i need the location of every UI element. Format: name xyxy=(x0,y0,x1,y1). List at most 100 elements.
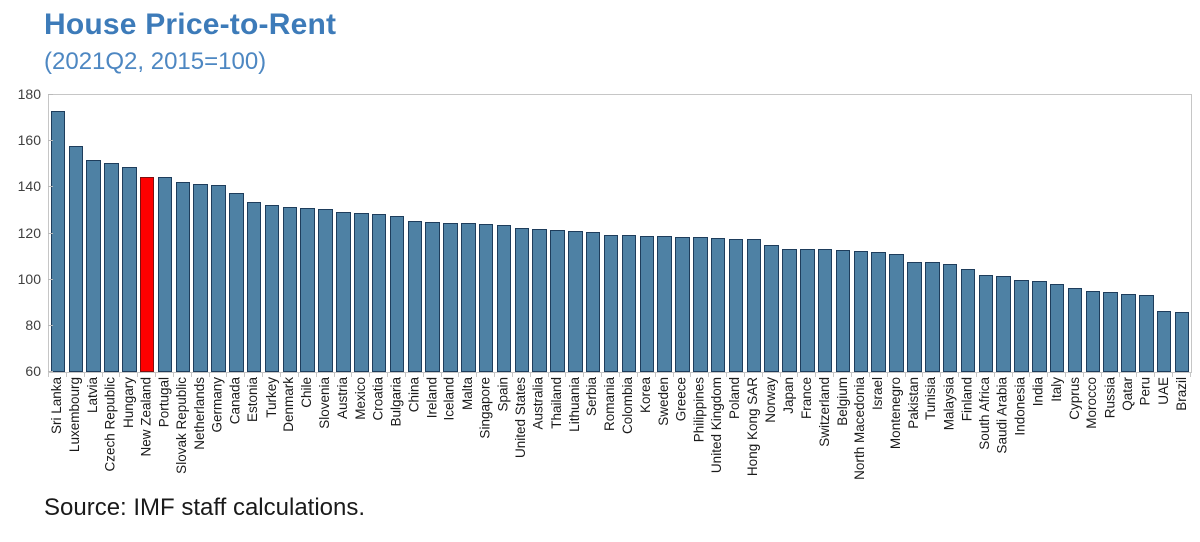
y-tick-label: 100 xyxy=(17,270,41,287)
x-tick-label: Slovak Republic xyxy=(174,377,190,474)
x-tick-label: United States xyxy=(513,377,529,459)
bar-india xyxy=(1032,280,1047,372)
bar-morocco xyxy=(1085,291,1101,372)
x-tick-label: Russia xyxy=(1101,377,1117,419)
x-tick-mark xyxy=(1029,372,1031,377)
x-tick-label: Latvia xyxy=(84,377,100,414)
x-tick-mark xyxy=(1136,372,1138,377)
x-tick-label: Montenegro xyxy=(887,377,903,450)
x-tick-mark xyxy=(387,372,389,377)
bar-slovenia xyxy=(318,209,333,372)
x-tick-label: Tunisia xyxy=(923,377,939,421)
y-tick-mark xyxy=(48,371,53,372)
x-tick-label: Switzerland xyxy=(816,377,832,447)
x-tick-mark xyxy=(226,372,228,377)
bar-germany xyxy=(211,185,226,372)
x-tick-label: Australia xyxy=(530,377,546,430)
bar-korea xyxy=(639,235,655,372)
x-tick-mark xyxy=(601,372,603,377)
x-tick-mark xyxy=(279,372,281,377)
x-tick-label: Malaysia xyxy=(941,377,957,431)
bar-north-macedonia xyxy=(853,250,869,372)
x-tick-label: Mexico xyxy=(352,377,368,420)
x-tick-label: Luxembourg xyxy=(67,377,83,453)
bar-south-africa xyxy=(978,275,994,372)
y-tick-label: 160 xyxy=(17,132,41,149)
x-tick-mark xyxy=(404,372,406,377)
x-tick-label: Croatia xyxy=(370,377,386,421)
bar-chile xyxy=(300,208,315,372)
x-tick-label: Chile xyxy=(298,377,314,408)
x-tick-mark xyxy=(1172,372,1174,377)
x-tick-label: France xyxy=(798,377,814,420)
bar-new-zealand-highlighted xyxy=(139,176,155,372)
bar-qatar xyxy=(1121,293,1136,372)
x-tick-label: Thailand xyxy=(548,377,564,429)
bar-iceland xyxy=(443,223,458,372)
bar-turkey xyxy=(264,204,280,372)
y-tick-label: 140 xyxy=(17,178,41,195)
bar-serbia xyxy=(585,232,601,372)
x-tick-mark xyxy=(297,372,299,377)
bar-malaysia xyxy=(942,263,958,372)
x-tick-mark xyxy=(1154,372,1156,377)
bar-lithuania xyxy=(568,231,583,372)
bar-france xyxy=(800,248,815,372)
bar-austria xyxy=(336,211,351,372)
x-tick-label: Bulgaria xyxy=(388,377,404,427)
x-tick-label: Qatar xyxy=(1119,377,1135,411)
bar-latvia xyxy=(86,159,101,372)
y-tick-mark xyxy=(48,94,53,95)
x-tick-mark xyxy=(440,372,442,377)
x-tick-mark xyxy=(1082,372,1084,377)
x-tick-label: Germany xyxy=(209,377,225,433)
x-tick-mark xyxy=(726,372,728,377)
x-tick-label: Spain xyxy=(495,377,511,412)
bar-indonesia xyxy=(1014,279,1029,372)
x-tick-mark xyxy=(494,372,496,377)
bar-ireland xyxy=(425,221,440,372)
bar-slovak-republic xyxy=(175,181,191,372)
x-tick-mark xyxy=(48,372,49,377)
x-tick-label: Portugal xyxy=(156,377,172,428)
bar-russia xyxy=(1103,292,1118,372)
x-tick-mark xyxy=(244,372,246,377)
x-tick-label: Greece xyxy=(673,377,689,422)
x-tick-label: Slovenia xyxy=(316,377,332,429)
x-tick-label: Estonia xyxy=(245,377,261,423)
x-tick-label: Lithuania xyxy=(566,377,582,432)
x-tick-mark xyxy=(993,372,995,377)
x-tick-label: Canada xyxy=(227,377,243,425)
x-tick-mark xyxy=(208,372,210,377)
y-tick-mark xyxy=(48,278,53,280)
bar-china xyxy=(407,220,423,372)
bar-israel xyxy=(871,251,886,372)
x-tick-mark xyxy=(743,372,745,377)
y-tick-label: 60 xyxy=(25,363,41,379)
x-tick-label: Denmark xyxy=(281,377,297,432)
x-tick-mark xyxy=(761,372,763,377)
bar-sri-lanka xyxy=(50,111,66,372)
x-tick-label: Austria xyxy=(334,377,350,420)
chart-title: House Price-to-Rent xyxy=(44,8,337,41)
x-tick-mark xyxy=(583,372,585,377)
bar-norway xyxy=(764,245,779,372)
bar-belgium xyxy=(835,249,851,372)
y-tick-mark xyxy=(48,232,53,234)
x-tick-mark xyxy=(922,372,924,377)
bar-switzerland xyxy=(817,248,833,372)
x-tick-mark xyxy=(315,372,317,377)
source-note: Source: IMF staff calculations. xyxy=(44,494,366,521)
x-tick-label: Turkey xyxy=(263,377,279,418)
x-tick-label: China xyxy=(406,377,422,413)
x-tick-label: Hungary xyxy=(120,377,136,429)
x-tick-mark xyxy=(529,372,531,377)
x-tick-label: South Africa xyxy=(977,377,993,450)
x-tick-label: Japan xyxy=(780,377,796,414)
x-tick-mark xyxy=(458,372,460,377)
x-tick-mark xyxy=(262,372,264,377)
bar-mexico xyxy=(354,212,369,372)
bar-malta xyxy=(461,223,476,372)
x-tick-mark xyxy=(101,372,103,377)
x-tick-mark xyxy=(369,372,371,377)
